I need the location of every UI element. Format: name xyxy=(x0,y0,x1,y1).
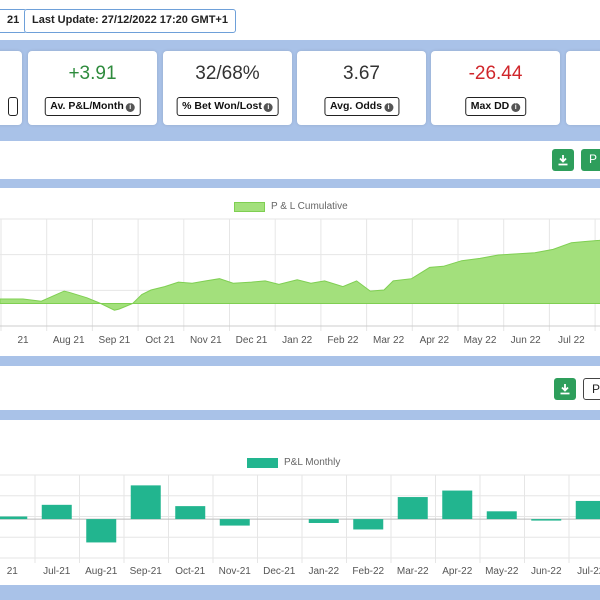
x-tick-label: Nov-21 xyxy=(219,566,252,577)
x-tick-label: Oct 21 xyxy=(145,335,175,346)
legend-label-cumulative: P & L Cumulative xyxy=(271,201,348,212)
stat-label-button[interactable]: Av. P&L/Month i xyxy=(44,97,141,116)
x-tick-label: Jul-22 xyxy=(577,566,600,577)
monthly-bar xyxy=(442,490,473,520)
stat-value: 3.67 xyxy=(343,63,380,84)
x-tick-label: Jan-22 xyxy=(308,566,339,577)
stat-label-text: % Bet Won/Lost xyxy=(182,100,262,112)
stat-label-button[interactable]: % Bet Won/Lost i xyxy=(176,97,279,116)
monthly-bar xyxy=(531,519,562,521)
cumulative-chart-panel: P & L Cumulative 21 Aug 21 Sep 21 Oct 21 Nov… xyxy=(0,188,600,356)
stat-label-text: Avg. Odds xyxy=(329,100,383,112)
x-tick-label: Feb-22 xyxy=(352,566,384,577)
stat-label-text: Max DD xyxy=(470,100,510,112)
monthly-bar xyxy=(397,497,428,520)
monthly-bar xyxy=(0,516,28,520)
x-tick-label: Sep-21 xyxy=(130,566,163,577)
info-icon[interactable]: i xyxy=(125,103,135,112)
x-tick-label: Aug-21 xyxy=(85,566,118,577)
x-tick-label: Dec 21 xyxy=(236,335,268,346)
period-button[interactable]: P xyxy=(583,378,600,400)
band-divider xyxy=(0,410,600,420)
x-tick-label: Mar-22 xyxy=(397,566,429,577)
x-tick-label: Mar 22 xyxy=(373,335,405,346)
period-pill[interactable]: 21 xyxy=(0,9,28,33)
legend-swatch-cumulative[interactable] xyxy=(234,202,265,212)
monthly-bar xyxy=(486,511,517,520)
last-update-pill: Last Update: 27/12/2022 17:20 GMT+1 xyxy=(24,9,236,33)
monthly-bar xyxy=(308,519,339,523)
x-tick-label: Jan 22 xyxy=(282,335,312,346)
monthly-toolbar: P xyxy=(0,366,600,410)
x-tick-label: Apr-22 xyxy=(442,566,472,577)
monthly-bar xyxy=(353,519,384,530)
x-tick-label: Sep 21 xyxy=(99,335,131,346)
stat-card-avg-pl-month: +3.91 Av. P&L/Month i xyxy=(28,51,157,125)
band-bottom xyxy=(0,585,600,600)
x-tick-label: 21 xyxy=(7,566,19,577)
x-tick-label: May 22 xyxy=(464,335,497,346)
download-icon xyxy=(558,155,568,166)
download-button[interactable] xyxy=(554,378,576,400)
stat-label-button[interactable]: Avg. Odds i xyxy=(323,97,400,116)
x-tick-label: 21 xyxy=(17,335,29,346)
cumulative-chart: 21 Aug 21 Sep 21 Oct 21 Nov 21 Dec 21 Jan 22 Fe… xyxy=(0,218,600,346)
x-tick-label: May-22 xyxy=(485,566,519,577)
monthly-bar xyxy=(41,504,72,520)
x-tick-label: Jun 22 xyxy=(511,335,541,346)
info-icon[interactable]: i xyxy=(263,103,273,112)
monthly-bar xyxy=(130,485,161,520)
info-icon[interactable]: i xyxy=(511,103,521,112)
x-tick-label: Oct-21 xyxy=(175,566,205,577)
monthly-chart-panel: P&L Monthly 21 Jul-21 Aug-21 Sep-21 Oct-21 No… xyxy=(0,420,600,585)
monthly-bar xyxy=(86,519,117,543)
x-tick-label: Aug 21 xyxy=(53,335,85,346)
x-tick-label: Nov 21 xyxy=(190,335,222,346)
stat-card-bet-won-lost: 32/68% % Bet Won/Lost i xyxy=(163,51,292,125)
stat-value: +3.91 xyxy=(68,63,117,84)
download-icon xyxy=(560,384,570,395)
x-tick-label: Jul-21 xyxy=(43,566,71,577)
x-tick-label: Apr 22 xyxy=(420,335,450,346)
info-icon[interactable]: i xyxy=(384,103,394,112)
stat-card-avg-odds: 3.67 Avg. Odds i xyxy=(297,51,426,125)
stat-card-partial-left xyxy=(0,51,22,125)
legend-label-monthly: P&L Monthly xyxy=(284,457,341,468)
x-tick-label: Jun-22 xyxy=(531,566,562,577)
period-button[interactable]: P xyxy=(581,149,600,171)
legend-swatch-monthly[interactable] xyxy=(247,458,278,468)
stat-card-partial-right xyxy=(566,51,600,125)
stat-card-max-dd: -26.44 Max DD i xyxy=(431,51,560,125)
cumulative-toolbar: P xyxy=(0,141,600,179)
stat-value: -26.44 xyxy=(468,63,523,84)
stat-label-button[interactable]: Max DD i xyxy=(464,97,527,116)
band-divider xyxy=(0,179,600,188)
band-divider xyxy=(0,356,600,366)
monthly-bar xyxy=(575,500,600,520)
monthly-chart: 21 Jul-21 Aug-21 Sep-21 Oct-21 Nov-21 Dec-21 Ja… xyxy=(0,474,600,577)
x-tick-label: Feb 22 xyxy=(327,335,359,346)
band-divider xyxy=(0,135,600,141)
monthly-bar xyxy=(219,519,250,526)
cumulative-area xyxy=(0,239,600,311)
download-button[interactable] xyxy=(552,149,574,171)
stat-label-partial xyxy=(8,97,18,116)
stat-label-text: Av. P&L/Month xyxy=(50,100,124,112)
stat-value: 32/68% xyxy=(195,63,260,84)
monthly-bar xyxy=(175,506,206,520)
x-tick-label: Jul 22 xyxy=(558,335,585,346)
x-tick-label: Dec-21 xyxy=(263,566,296,577)
